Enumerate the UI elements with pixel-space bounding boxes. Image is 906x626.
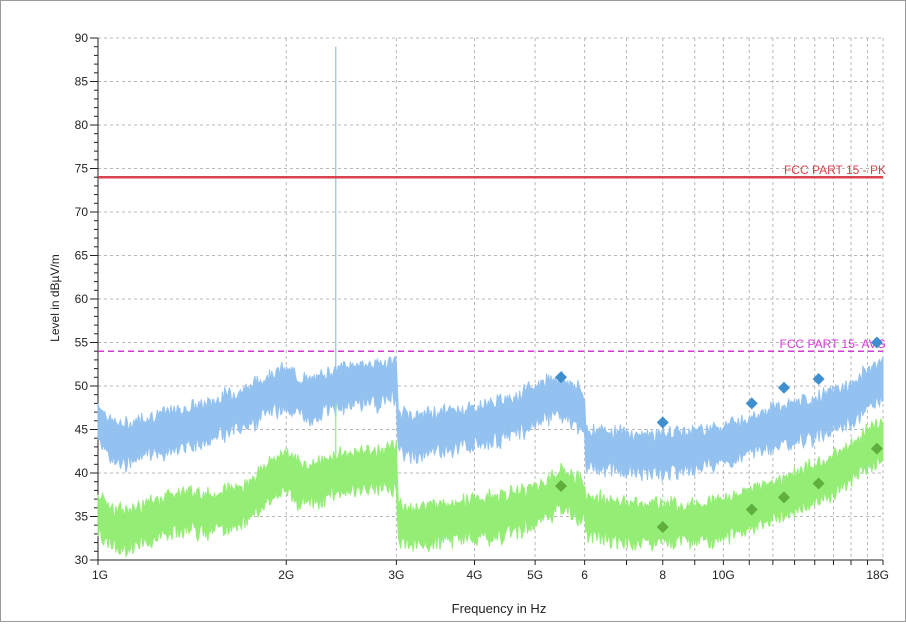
data-point-marker — [745, 503, 758, 516]
tick-labels: 30 35 40 45 50 55 60 65 70 75 80 85 90 1G 2G 3G 4G 5G 6 8 10… — [75, 31, 889, 582]
axes — [90, 37, 884, 565]
x-tick-label: 5G — [527, 568, 543, 582]
limit-line-label-1: FCC PART 15 - PK — [784, 163, 886, 177]
x-tick-label: 4G — [466, 568, 482, 582]
y-axis-label: Level in dBµV/m — [48, 254, 62, 342]
data-point-marker — [656, 520, 669, 533]
y-tick-label: 60 — [75, 292, 89, 306]
markers — [554, 336, 883, 533]
y-tick-label: 80 — [75, 118, 89, 132]
y-tick-label: 40 — [75, 466, 89, 480]
data-point-marker — [812, 373, 825, 386]
y-tick-label: 65 — [75, 249, 89, 263]
data-point-marker — [656, 416, 669, 429]
x-tick-label: 18G — [866, 568, 889, 582]
y-tick-label: 85 — [75, 75, 89, 89]
data-point-marker — [554, 371, 567, 384]
x-tick-label: 2G — [278, 568, 294, 582]
y-tick-label: 30 — [75, 553, 89, 567]
limit-lines: FCC PART 15 - PK FCC PART 15- AVG — [98, 163, 886, 352]
y-tick-label: 90 — [75, 31, 89, 45]
x-tick-label: 1G — [92, 568, 108, 582]
series — [97, 46, 884, 559]
x-axis-label: Frequency in Hz — [452, 601, 547, 616]
series-trace-1 — [97, 355, 884, 483]
y-tick-label: 45 — [75, 423, 89, 437]
data-point-marker — [777, 381, 790, 394]
data-point-marker — [812, 477, 825, 490]
x-tick-label: 3G — [388, 568, 404, 582]
data-point-marker — [870, 442, 883, 455]
data-point-marker — [870, 336, 883, 349]
x-tick-label: 10G — [712, 568, 735, 582]
y-tick-label: 70 — [75, 205, 89, 219]
limit-line-label-2: FCC PART 15- AVG — [780, 337, 886, 351]
y-tick-label: 75 — [75, 162, 89, 176]
x-tick-label: 6 — [581, 568, 588, 582]
y-tick-label: 50 — [75, 379, 89, 393]
data-point-marker — [777, 491, 790, 504]
series-trace-2 — [97, 418, 884, 559]
grid — [97, 37, 884, 561]
y-tick-label: 35 — [75, 510, 89, 524]
x-tick-label: 8 — [659, 568, 666, 582]
y-tick-label: 55 — [75, 336, 89, 350]
data-point-marker — [745, 397, 758, 410]
data-point-marker — [554, 480, 567, 493]
